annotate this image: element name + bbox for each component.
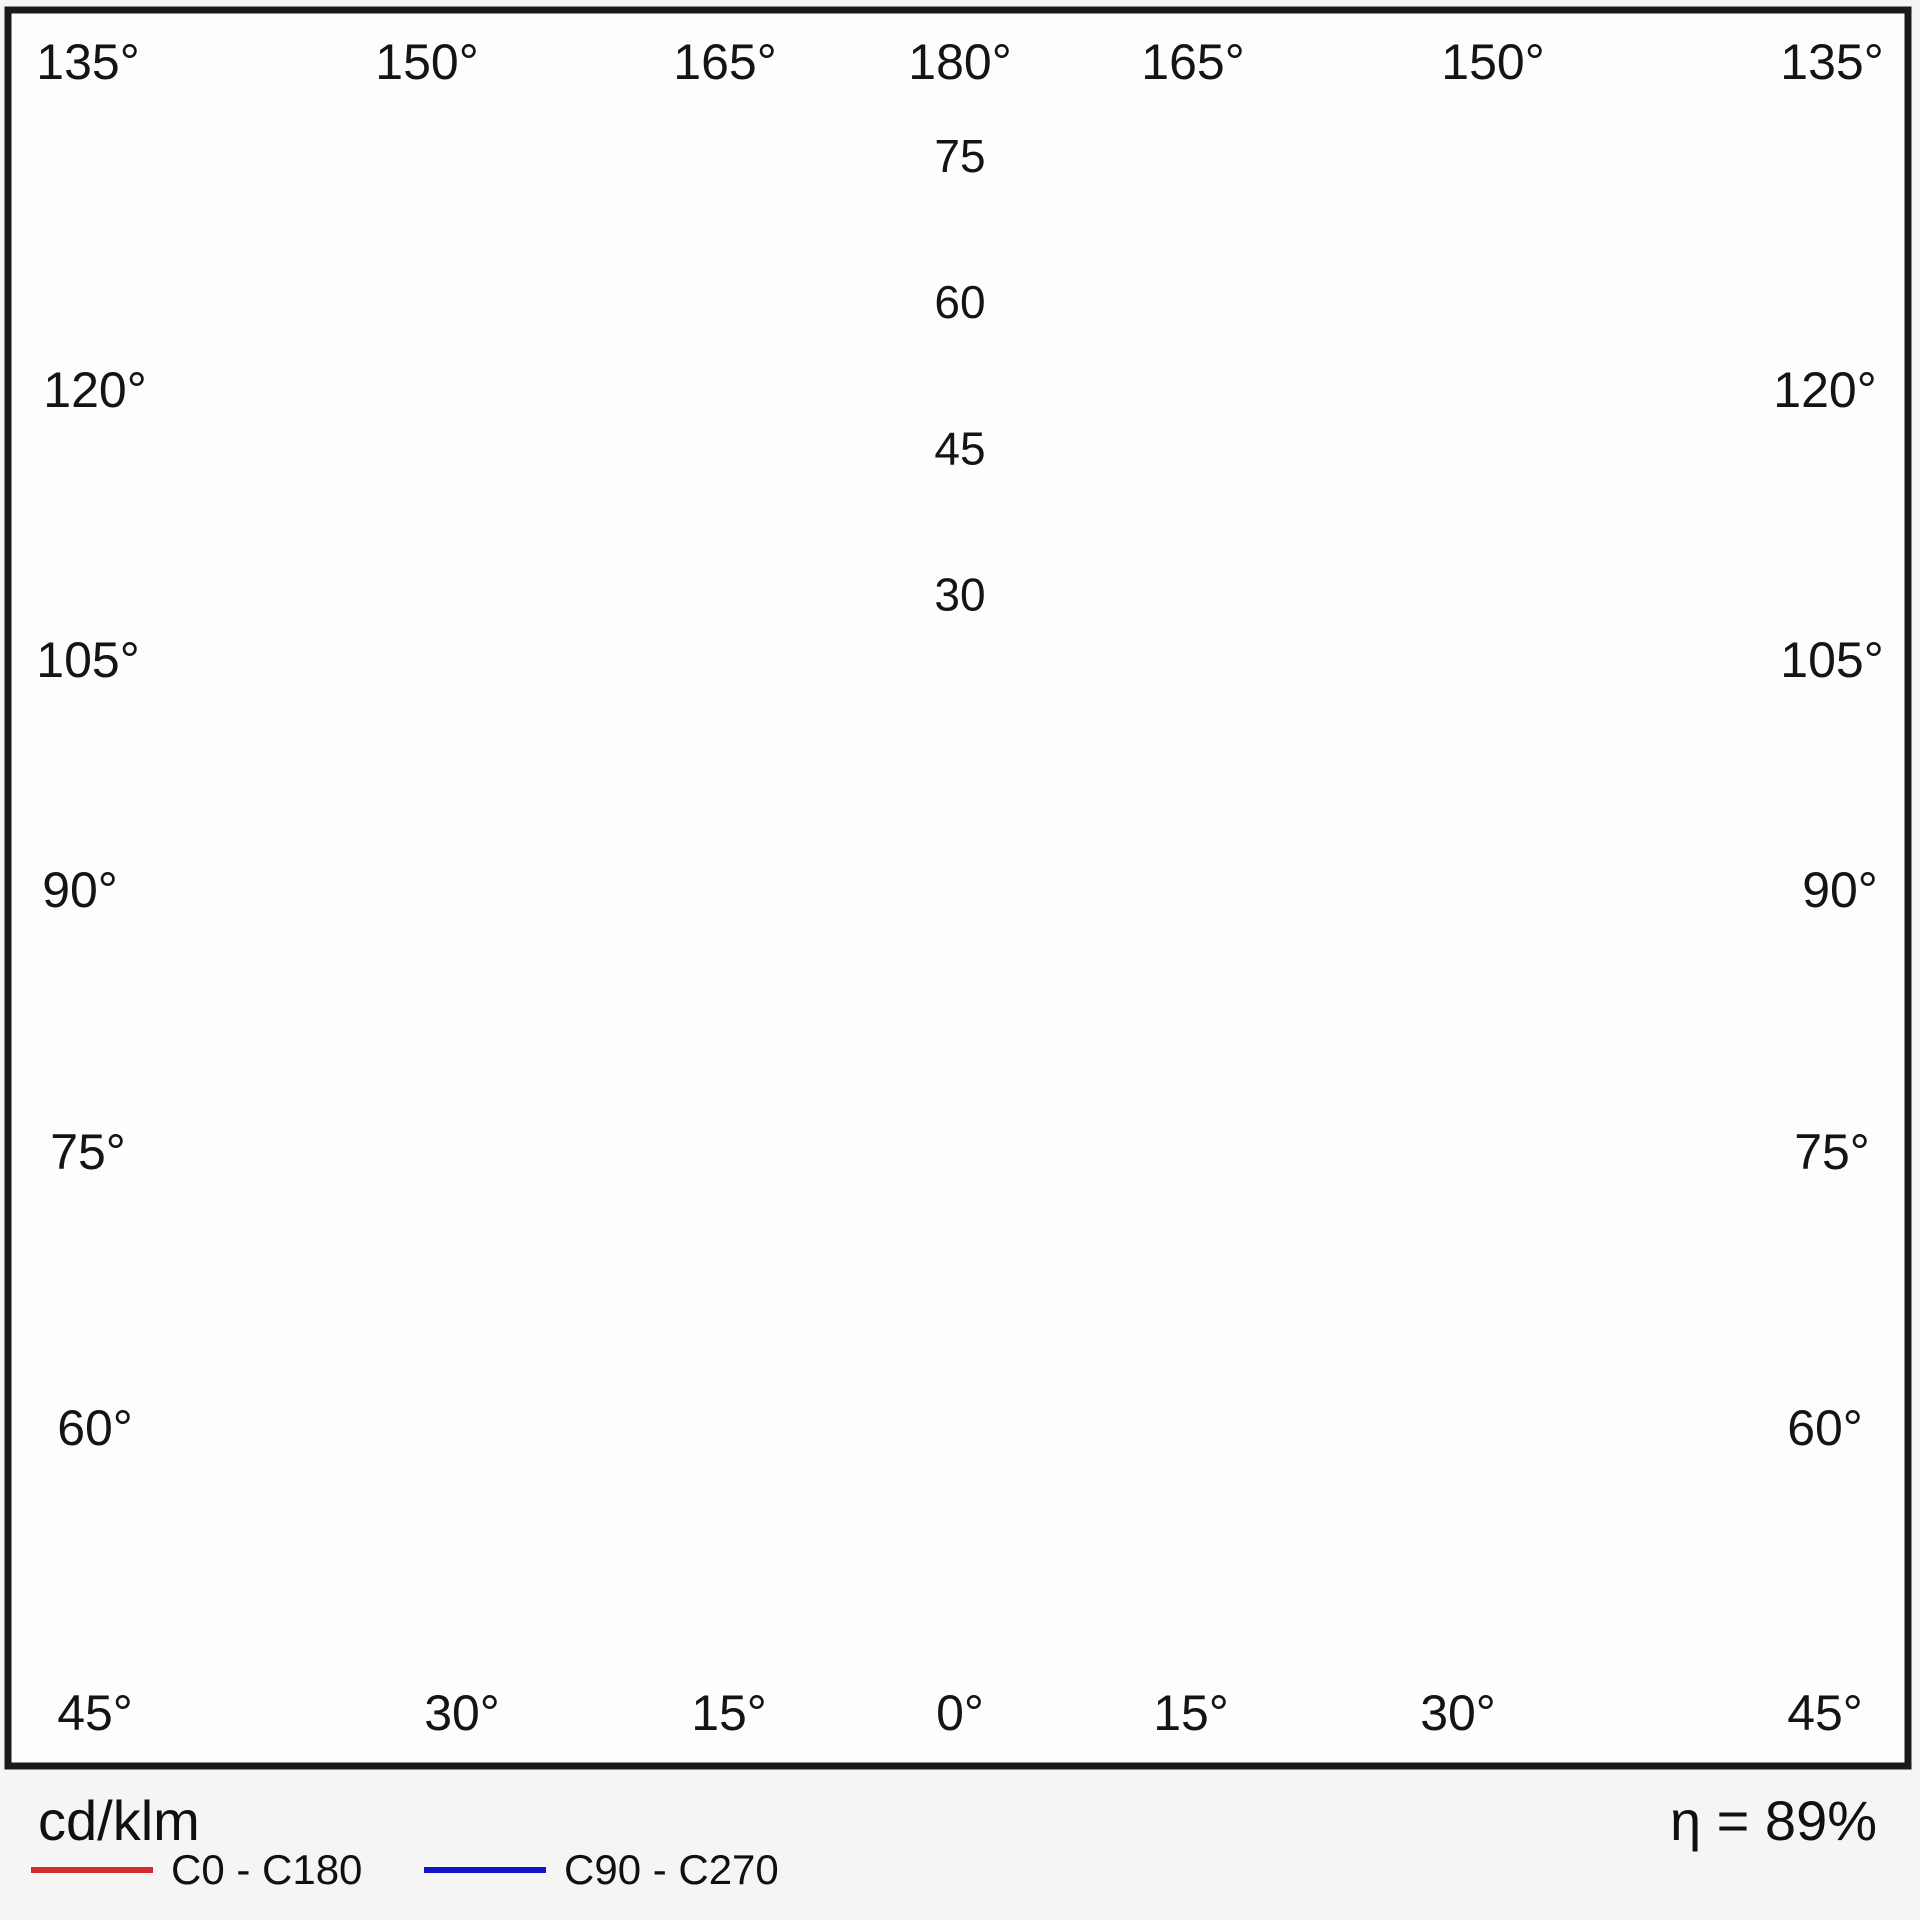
angle-label-top-1: 150° (375, 34, 478, 90)
angle-label-top-5: 150° (1441, 34, 1544, 90)
legend-item-c0-c180: C0 - C180 (31, 1846, 363, 1893)
angle-label-bottom-0: 45° (57, 1685, 133, 1741)
legend-label-c0-c180: C0 - C180 (171, 1846, 363, 1893)
angle-label-right-1: 105° (1780, 632, 1883, 688)
angle-label-top-2: 165° (673, 34, 776, 90)
legend-item-c90-c270: C90 - C270 (424, 1846, 779, 1893)
plot-frame (4, 6, 1912, 1770)
legend-label-c90-c270: C90 - C270 (564, 1846, 779, 1893)
label-layer: 30 45 60 75 135° 150° 165° 180° 165° 150° 135° 45° 3… (28, 26, 1891, 1749)
radial-tick-label-30: 30 (934, 569, 985, 621)
angle-label-top-0: 135° (36, 34, 139, 90)
angle-label-bottom-6: 45° (1787, 1685, 1863, 1741)
radial-tick-label-45: 45 (934, 422, 985, 474)
angle-label-left-1: 105° (36, 632, 139, 688)
angle-label-left-4: 60° (57, 1400, 133, 1456)
radial-tick-label-60: 60 (934, 276, 985, 328)
efficiency-label: η = 89% (1669, 1789, 1877, 1852)
angle-label-bottom-1: 30° (424, 1685, 500, 1741)
angle-label-right-2: 90° (1802, 862, 1878, 918)
angle-label-bottom-3: 0° (936, 1685, 984, 1741)
angle-label-right-4: 60° (1787, 1400, 1863, 1456)
angle-label-right-3: 75° (1794, 1124, 1870, 1180)
angle-label-top-6: 135° (1780, 34, 1883, 90)
angle-label-left-3: 75° (50, 1124, 126, 1180)
radial-tick-label-75: 75 (934, 130, 985, 182)
angle-label-left-2: 90° (42, 862, 118, 918)
radial-unit-label: cd/klm (38, 1789, 200, 1852)
angle-label-bottom-4: 15° (1153, 1685, 1229, 1741)
legend-swatch-c90-c270 (424, 1867, 546, 1873)
angle-label-left-0: 120° (43, 362, 146, 418)
angle-label-top-3: 180° (908, 34, 1011, 90)
angle-label-bottom-5: 30° (1420, 1685, 1496, 1741)
legend-swatch-c0-c180 (31, 1867, 153, 1873)
angle-label-right-0: 120° (1773, 362, 1876, 418)
angle-label-top-4: 165° (1141, 34, 1244, 90)
angle-label-bottom-2: 15° (691, 1685, 767, 1741)
